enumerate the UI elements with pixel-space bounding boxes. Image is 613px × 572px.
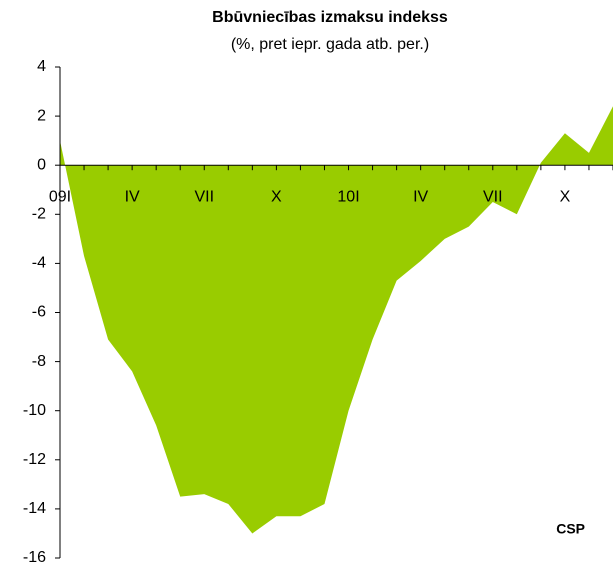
x-tick-label: 10I [337,188,359,205]
area [60,106,613,534]
y-tick-label: -8 [32,353,46,370]
y-tick-label: -16 [23,549,46,566]
y-tick-label: -2 [32,206,46,223]
y-tick-label: -14 [23,500,46,517]
y-tick-label: 4 [37,58,46,75]
x-tick-label: VII [194,188,214,205]
y-tick-label: -4 [32,255,46,272]
y-tick-label: -12 [23,451,46,468]
chart-title: Bbūvniecības izmaksu indekss [212,9,448,26]
y-tick-label: -10 [23,402,46,419]
x-tick-label: X [560,188,571,205]
source-note: CSP [556,521,585,537]
y-tick-label: 0 [37,156,46,173]
chart-subtitle: (%, pret iepr. gada atb. per.) [231,36,429,53]
x-tick-label: IV [413,188,428,205]
x-tick-label: 09I [49,188,71,205]
x-tick-label: X [271,188,282,205]
x-tick-label: VII [483,188,503,205]
y-tick-label: -6 [32,304,46,321]
x-tick-label: IV [125,188,140,205]
y-tick-label: 2 [37,107,46,124]
